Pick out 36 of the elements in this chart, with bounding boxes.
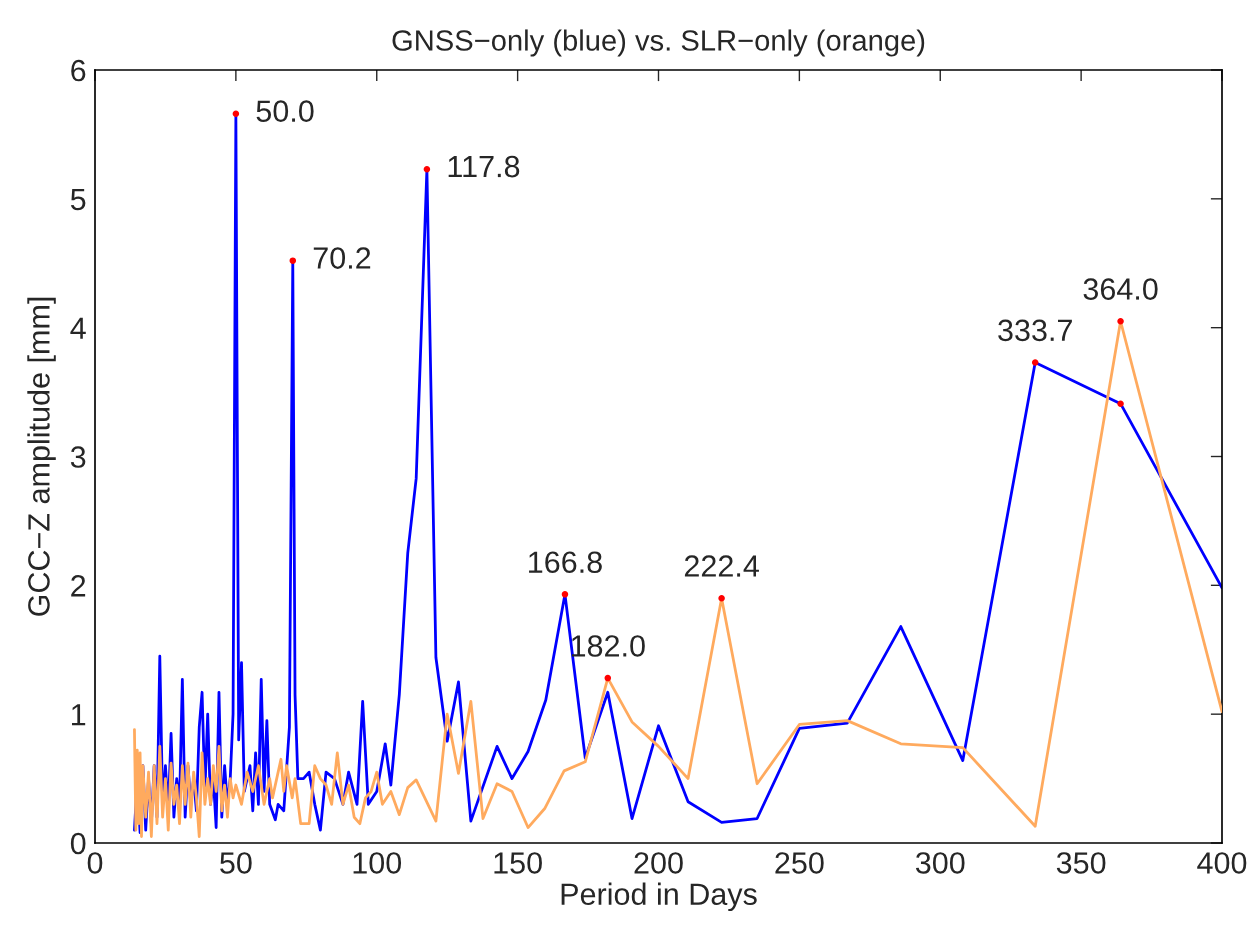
annotation: 364.0 [1083, 278, 1158, 300]
annotation: 70.2 [313, 247, 371, 269]
x-tick-label: 250 [775, 852, 824, 874]
x-tick-label: 100 [353, 852, 402, 874]
x-tick-label: 0 [87, 852, 103, 874]
y-tick-label: 5 [70, 188, 86, 211]
point [604, 674, 612, 682]
x-tick-label: 150 [494, 852, 542, 874]
annotation: 166.8 [529, 551, 602, 574]
point [1117, 400, 1124, 407]
y-axis-title: GCC−Z amplitude [mm] [27, 297, 56, 616]
point [561, 591, 569, 598]
x-tick-label: 350 [1056, 852, 1106, 874]
y-tick-label: 1 [72, 704, 86, 726]
y-tick-label: 3 [70, 446, 86, 468]
annotation: 333.7 [998, 319, 1072, 342]
annotation: 182.0 [571, 635, 645, 657]
x-tick-label: 200 [634, 852, 683, 874]
chart-title: GNSS−only (blue) vs. SLR−only (orange) [392, 29, 925, 57]
annotation: 222.4 [684, 555, 759, 577]
x-tick-label: 400 [1197, 852, 1247, 874]
y-tick-label: 0 [70, 832, 86, 855]
annotation: 117.8 [448, 155, 520, 178]
x-axis-title: Period in Days [561, 882, 757, 912]
point [1117, 317, 1124, 325]
x-tick-label: 300 [915, 852, 965, 874]
point [423, 165, 431, 173]
point [289, 257, 297, 264]
y-tick-label: 6 [71, 59, 86, 82]
y-tick-label: 2 [71, 575, 86, 597]
x-tick-label: 50 [220, 852, 252, 874]
annotation: 50.0 [256, 100, 314, 123]
y-tick-label: 4 [70, 317, 86, 339]
point [232, 110, 240, 118]
point [1031, 359, 1039, 366]
point [718, 594, 725, 602]
